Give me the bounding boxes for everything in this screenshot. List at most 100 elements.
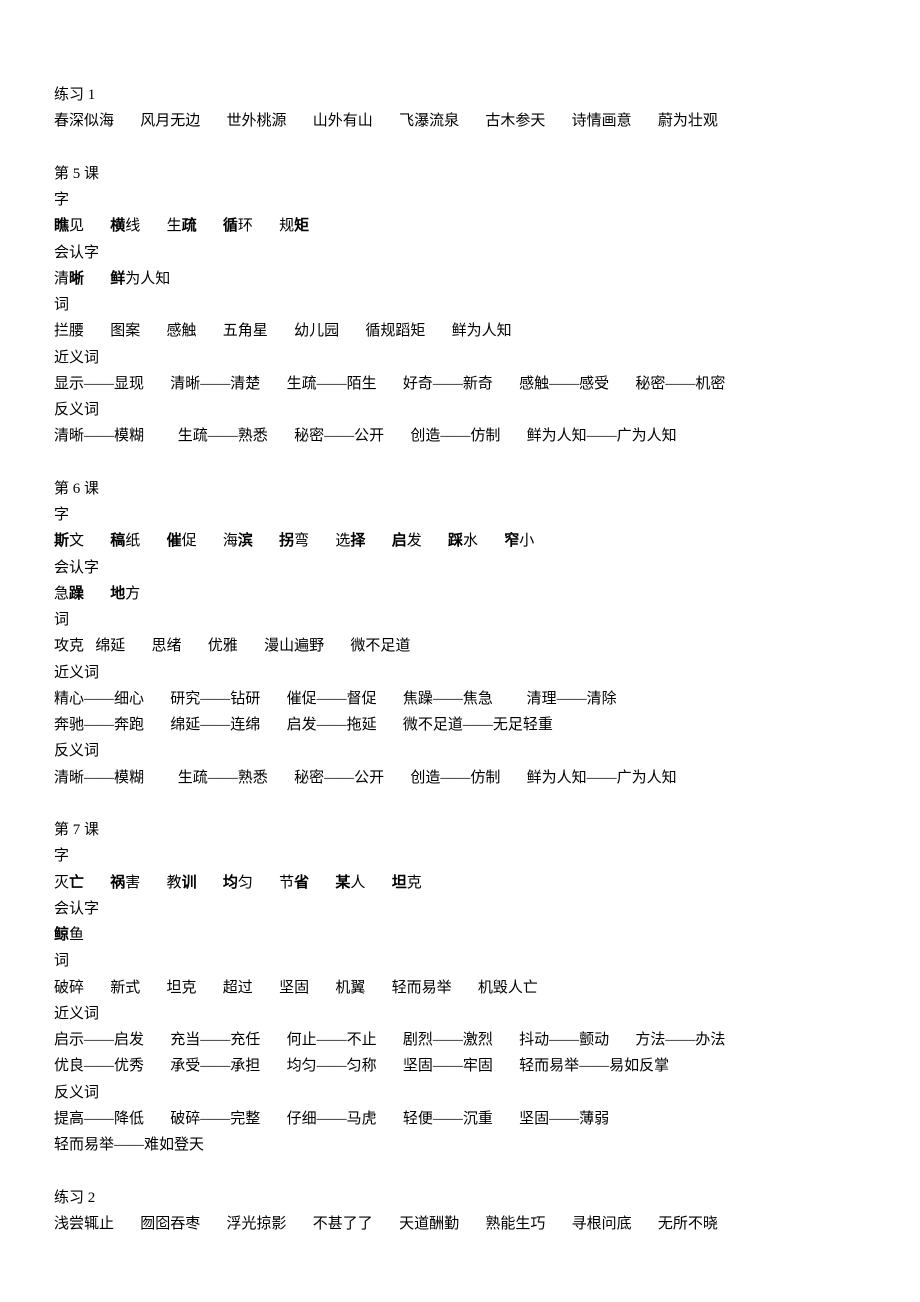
sep: ——	[317, 1058, 347, 1074]
sep: ——	[84, 770, 114, 786]
word: 思绪	[152, 638, 182, 654]
sep: ——	[84, 1058, 114, 1074]
idiom: 囫囵吞枣	[140, 1216, 200, 1232]
char: 人	[350, 875, 365, 891]
char-bold: 均	[223, 875, 238, 891]
word: 优雅	[208, 638, 238, 654]
word: 图案	[110, 323, 140, 339]
pair-a: 感触	[519, 376, 549, 392]
char-bold: 拐	[279, 533, 294, 549]
word: 机毁人亡	[478, 980, 538, 996]
char: 弯	[294, 533, 309, 549]
lesson7-fanyici-l1: 提高——降低 破碎——完整 仔细——马虎 轻便——沉重 坚固——薄弱	[54, 1106, 866, 1132]
lesson5-zi: 瞧见 横线 生疏 循环 规矩	[54, 213, 866, 239]
lesson7-fanyici-label: 反义词	[54, 1080, 866, 1106]
char-bold: 矩	[294, 218, 309, 234]
char: 海	[223, 533, 238, 549]
lesson6-jinyici-label: 近义词	[54, 660, 866, 686]
pair-a: 生疏	[178, 770, 208, 786]
word: 循规蹈矩	[365, 323, 425, 339]
char: 促	[182, 533, 197, 549]
pair-b: 易如反掌	[609, 1058, 669, 1074]
char: 克	[407, 875, 422, 891]
pair-b: 激烈	[463, 1032, 493, 1048]
sep: ——	[317, 376, 347, 392]
lesson6-huirenzi-label: 会认字	[54, 555, 866, 581]
lesson7-ci: 破碎 新式 坦克 超过 坚固 机翼 轻而易举 机毁人亡	[54, 975, 866, 1001]
pair-b: 模糊	[114, 770, 144, 786]
char-bold: 亡	[69, 875, 84, 891]
pair-b: 匀称	[347, 1058, 377, 1074]
sep: ——	[587, 770, 617, 786]
sep: ——	[200, 691, 230, 707]
pair-b: 公开	[354, 428, 384, 444]
word: 新式	[110, 980, 140, 996]
char: 小	[519, 533, 534, 549]
pair-b: 难如登天	[144, 1137, 204, 1153]
sep: ——	[579, 1058, 609, 1074]
idiom: 飞瀑流泉	[399, 113, 459, 129]
char-bold: 择	[350, 533, 365, 549]
lesson5-ci-label: 词	[54, 292, 866, 318]
pair-a: 清理	[527, 691, 557, 707]
idiom: 无所不晓	[658, 1216, 718, 1232]
lesson6-zi: 斯文 稿纸 催促 海滨 拐弯 选择 启发 踩水 窄小	[54, 528, 866, 554]
pair-b: 马虎	[347, 1111, 377, 1127]
pair-b: 奔跑	[114, 717, 144, 733]
pair-b: 不止	[347, 1032, 377, 1048]
practice1-title: 练习 1	[54, 82, 866, 108]
sep: ——	[200, 717, 230, 733]
sep: ——	[549, 376, 579, 392]
sep: ——	[84, 1111, 114, 1127]
pair-b: 拖延	[347, 717, 377, 733]
pair-a: 破碎	[170, 1111, 200, 1127]
pair-a: 启发	[287, 717, 317, 733]
sep: ——	[317, 691, 347, 707]
practice2-title: 练习 2	[54, 1185, 866, 1211]
sep: ——	[440, 770, 470, 786]
char: 为人知	[125, 271, 170, 287]
sep: ——	[200, 1058, 230, 1074]
pair-a: 生疏	[287, 376, 317, 392]
pair-b: 仿制	[470, 428, 500, 444]
char-bold: 滨	[238, 533, 253, 549]
lesson5-huirenzi-label: 会认字	[54, 240, 866, 266]
pair-a: 轻而易举	[519, 1058, 579, 1074]
pair-b: 薄弱	[579, 1111, 609, 1127]
pair-b: 清除	[587, 691, 617, 707]
pair-a: 均匀	[287, 1058, 317, 1074]
sep: ——	[84, 691, 114, 707]
sep: ——	[463, 717, 493, 733]
char-bold: 瞧	[54, 218, 69, 234]
lesson6-ci-label: 词	[54, 607, 866, 633]
pair-a: 轻而易举	[54, 1137, 114, 1153]
pair-a: 鲜为人知	[527, 428, 587, 444]
char-bold: 鲸	[54, 927, 69, 943]
idiom: 世外桃源	[227, 113, 287, 129]
char: 鱼	[69, 927, 84, 943]
pair-b: 细心	[114, 691, 144, 707]
lesson7-jinyici-l1: 启示——启发 充当——充任 何止——不止 剧烈——激烈 抖动——颤动 方法——办…	[54, 1027, 866, 1053]
pair-b: 承担	[230, 1058, 260, 1074]
pair-a: 充当	[170, 1032, 200, 1048]
pair-a: 轻便	[403, 1111, 433, 1127]
lesson6-huirenzi: 急躁 地方	[54, 581, 866, 607]
char-bold: 踩	[448, 533, 463, 549]
sep: ——	[324, 428, 354, 444]
lesson5-ci: 拦腰 图案 感触 五角星 幼儿园 循规蹈矩 鲜为人知	[54, 318, 866, 344]
word: 超过	[223, 980, 253, 996]
lesson6-title: 第 6 课	[54, 476, 866, 502]
char: 水	[463, 533, 478, 549]
pair-a: 剧烈	[403, 1032, 433, 1048]
pair-a: 微不足道	[403, 717, 463, 733]
pair-b: 沉重	[463, 1111, 493, 1127]
sep: ——	[549, 1111, 579, 1127]
idiom: 春深似海	[54, 113, 114, 129]
pair-b: 牢固	[463, 1058, 493, 1074]
pair-a: 好奇	[403, 376, 433, 392]
lesson6-jinyici-l2: 奔驰——奔跑 绵延——连绵 启发——拖延 微不足道——无足轻重	[54, 712, 866, 738]
pair-a: 精心	[54, 691, 84, 707]
sep: ——	[433, 376, 463, 392]
pair-b: 熟悉	[238, 770, 268, 786]
lesson6-fanyici: 清晰——模糊 生疏——熟悉 秘密——公开 创造——仿制 鲜为人知——广为人知	[54, 765, 866, 791]
